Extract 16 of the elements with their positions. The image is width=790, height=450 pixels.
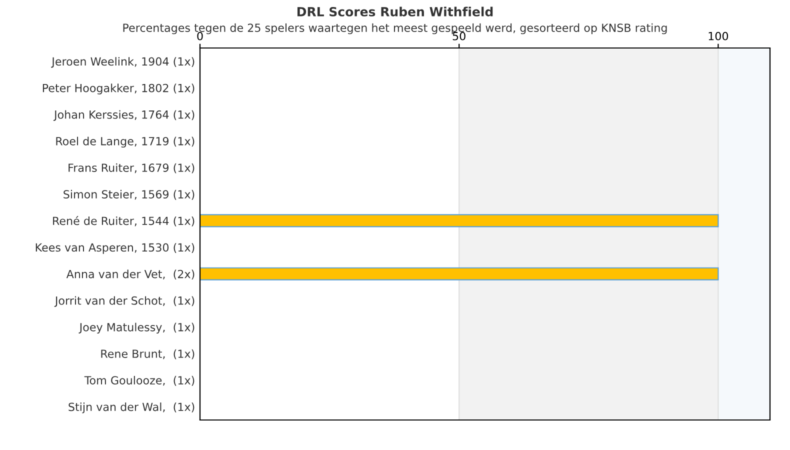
y-tick-label: Peter Hoogakker, 1802 (1x): [42, 84, 194, 94]
y-tick-label: Anna van der Vet, (2x): [66, 270, 194, 280]
x-tick-label: 100: [708, 32, 728, 40]
y-tick-label: Joey Matulessy, (1x): [78, 322, 194, 334]
y-tick-label: Roel de Lange, 1719 (1x): [56, 136, 194, 148]
y-tick-label: Simon Steier, 1569 (1x): [64, 190, 194, 200]
chart-title: DRL Scores Ruben Withfield: [297, 6, 493, 16]
y-tick-label: Frans Ruiter, 1679 (1x): [68, 163, 194, 174]
y-tick-label: Tom Goulooze, (1x): [84, 376, 194, 386]
y-tick-label: Kees van Asperen, 1530 (1x): [36, 243, 194, 254]
y-tick-label: Johan Kerssies, 1764 (1x): [53, 110, 194, 121]
y-tick-label: Rene Brunt, (1x): [101, 349, 194, 360]
y-tick-label: Jorrit van der Schot, (1x): [54, 296, 194, 307]
y-tick-label: Jeroen Weelink, 1904 (1x): [51, 57, 194, 68]
y-tick-label: Stijn van der Wal, (1x): [68, 402, 194, 414]
y-tick-label: René de Ruiter, 1544 (1x): [53, 216, 194, 226]
